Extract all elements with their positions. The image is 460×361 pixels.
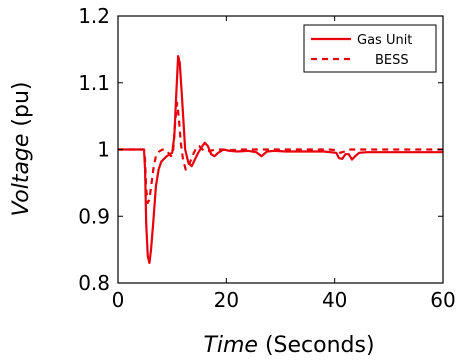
y-tick-label: 1.1	[78, 71, 110, 95]
x-axis-label-italic: Time	[203, 333, 258, 358]
y-tick-label: 1.2	[78, 4, 110, 28]
y-tick-label: 0.8	[78, 271, 110, 295]
legend-label-gas-unit: Gas Unit	[357, 33, 412, 48]
x-axis-label-rest: (Seconds)	[258, 333, 375, 358]
y-tick-label: 1	[97, 138, 110, 162]
x-axis-label: Time (Seconds)	[203, 333, 374, 358]
x-tick-label: 40	[322, 288, 347, 312]
x-tick-labels: 0 20 40 60	[112, 288, 456, 312]
x-tick-label: 0	[112, 288, 125, 312]
y-axis-label-rest: (pu)	[9, 81, 34, 133]
x-tick-marks	[117, 16, 444, 283]
legend: Gas Unit BESS	[303, 24, 437, 73]
y-axis-label: Voltage (pu)	[9, 81, 34, 216]
series-line-gas-unit	[118, 54, 443, 265]
legend-box	[303, 24, 437, 73]
y-tick-labels: 0.8 0.9 1 1.1 1.2	[78, 4, 110, 295]
plot-area	[117, 15, 444, 284]
y-tick-marks	[118, 15, 443, 284]
legend-label-bess: BESS	[375, 53, 409, 68]
x-tick-label: 60	[430, 288, 455, 312]
series-line-bess	[118, 101, 443, 204]
x-tick-label: 20	[214, 288, 239, 312]
series-layer	[118, 54, 443, 265]
y-tick-label: 0.9	[78, 204, 110, 228]
y-axis-label-italic: Voltage	[9, 134, 34, 217]
